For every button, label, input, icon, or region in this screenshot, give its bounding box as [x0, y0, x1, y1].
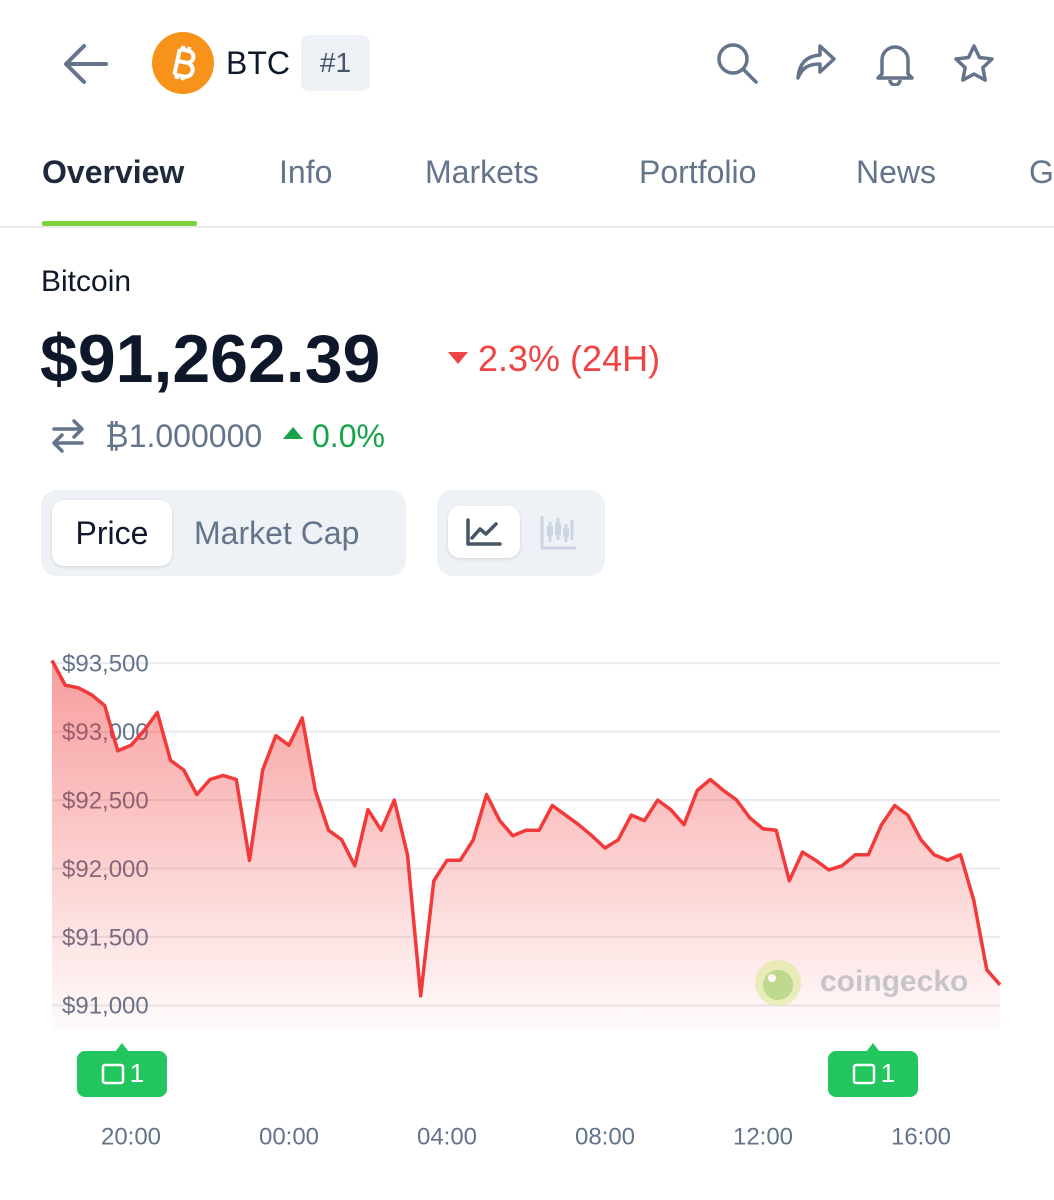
tab[interactable]: G: [1029, 154, 1054, 190]
toggle-option[interactable]: Price: [52, 500, 172, 566]
y-tick-label: $93,500: [62, 651, 149, 678]
tab[interactable]: Portfolio: [639, 154, 757, 190]
badge-pointer: [866, 1043, 880, 1052]
share-icon[interactable]: [794, 42, 838, 82]
line-style-button[interactable]: [448, 506, 520, 558]
tab[interactable]: News: [856, 154, 937, 190]
plot: [50, 659, 1002, 1030]
x-tick-label: 04:00: [417, 1123, 477, 1150]
tab[interactable]: Overview: [42, 154, 185, 190]
coin-name: Bitcoin: [41, 265, 132, 298]
news-icon: [101, 1063, 125, 1085]
price-line: [50, 659, 1002, 998]
watermark-text: coingecko: [820, 965, 968, 998]
toggle-option[interactable]: Market Cap: [194, 515, 360, 551]
price: $91,262.39: [40, 321, 381, 397]
badge-count: 1: [130, 1058, 144, 1088]
btc-change: 0.0%: [312, 418, 385, 454]
swap-icon: [52, 419, 84, 453]
coin-symbol: BTC: [226, 45, 290, 81]
price-chart: $91,000$91,500$92,000$92,500$93,000$93,5…: [50, 651, 1002, 1150]
x-tick-label: 08:00: [575, 1123, 635, 1150]
news-badge[interactable]: 1: [828, 1043, 918, 1097]
search-icon[interactable]: [714, 40, 760, 86]
tab[interactable]: Markets: [425, 154, 539, 190]
back-button[interactable]: [60, 40, 110, 88]
badge-pointer: [115, 1043, 129, 1052]
candle-chart-icon[interactable]: [538, 512, 578, 552]
rank-badge: #1: [301, 35, 370, 91]
star-icon[interactable]: [952, 42, 996, 84]
btc-price: ₿1.000000: [105, 418, 263, 454]
tab-indicator: [42, 221, 197, 226]
line-chart-icon: [466, 518, 502, 546]
bell-icon[interactable]: [874, 40, 916, 86]
divider: [0, 226, 1054, 228]
coin-logo: [152, 32, 214, 94]
price-change: 2.3% (24H): [478, 338, 661, 379]
tab[interactable]: Info: [279, 154, 333, 190]
down-arrow: [448, 352, 468, 364]
news-icon: [852, 1063, 876, 1085]
x-tick-label: 16:00: [891, 1123, 951, 1150]
badge-count: 1: [881, 1058, 895, 1088]
watermark: coingecko: [755, 960, 968, 1006]
news-badge[interactable]: 1: [77, 1043, 167, 1097]
x-tick-label: 20:00: [101, 1123, 161, 1150]
area-fill: [52, 660, 1000, 1030]
up-arrow: [283, 427, 303, 439]
x-tick-label: 00:00: [259, 1123, 319, 1150]
x-tick-label: 12:00: [733, 1123, 793, 1150]
